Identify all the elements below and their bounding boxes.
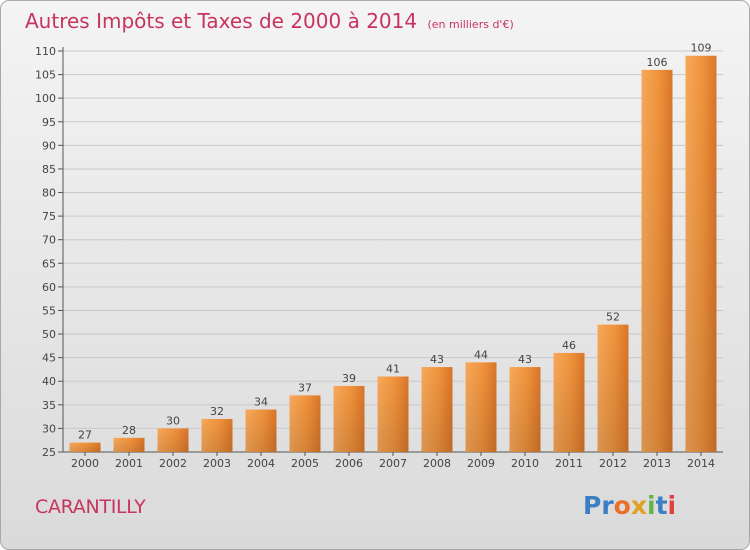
bar-value-label: 39 bbox=[342, 372, 356, 385]
x-tick-label: 2012 bbox=[599, 457, 627, 470]
y-tick-label: 95 bbox=[42, 116, 56, 129]
bar-shade bbox=[289, 395, 321, 452]
y-tick-label: 85 bbox=[42, 163, 56, 176]
bar-value-label: 30 bbox=[166, 414, 180, 427]
bar-value-label: 44 bbox=[474, 348, 488, 361]
bar-shade bbox=[201, 418, 233, 452]
logo-letter: t bbox=[655, 491, 668, 520]
x-tick-label: 2004 bbox=[247, 457, 275, 470]
bar-shade bbox=[333, 385, 365, 452]
bar-value-label: 37 bbox=[298, 381, 312, 394]
y-tick-label: 45 bbox=[42, 352, 56, 365]
x-tick-label: 2001 bbox=[115, 457, 143, 470]
bar-shade bbox=[597, 324, 629, 452]
bars bbox=[69, 55, 717, 452]
y-tick-label: 110 bbox=[35, 45, 56, 58]
bar-value-label: 46 bbox=[562, 339, 576, 352]
x-tick-label: 2011 bbox=[555, 457, 583, 470]
x-tick-label: 2009 bbox=[467, 457, 495, 470]
y-tick-label: 80 bbox=[42, 187, 56, 200]
logo-letter: P bbox=[583, 491, 602, 520]
chart-unit: (en milliers d'€) bbox=[427, 18, 514, 31]
y-tick-label: 105 bbox=[35, 69, 56, 82]
bar-value-label: 28 bbox=[122, 424, 136, 437]
y-tick-label: 60 bbox=[42, 281, 56, 294]
y-tick-label: 40 bbox=[42, 375, 56, 388]
bar-shade bbox=[465, 362, 497, 452]
logo-letter: i bbox=[647, 491, 656, 520]
bar-shade bbox=[377, 376, 409, 452]
y-tick-label: 70 bbox=[42, 234, 56, 247]
x-tick-label: 2013 bbox=[643, 457, 671, 470]
bar-value-label: 34 bbox=[254, 396, 268, 409]
bar-value-label: 27 bbox=[78, 429, 92, 442]
y-tick-label: 90 bbox=[42, 139, 56, 152]
logo-letter: i bbox=[667, 491, 677, 520]
bar-shade bbox=[553, 352, 585, 452]
bar-shade bbox=[685, 55, 717, 452]
x-tick-label: 2002 bbox=[159, 457, 187, 470]
logo-letter: r bbox=[601, 491, 614, 520]
bar-shade bbox=[69, 442, 101, 452]
bar-value-label: 41 bbox=[386, 363, 400, 376]
bar-value-labels: 27 28 30 32 34 37 39 41 43 44 43 46 52 106 109 bbox=[78, 42, 712, 442]
bar-shade bbox=[509, 367, 541, 452]
x-tick-label: 2000 bbox=[71, 457, 99, 470]
x-tick-label: 2010 bbox=[511, 457, 539, 470]
y-tick-label: 35 bbox=[42, 399, 56, 412]
logo-letter: x bbox=[630, 491, 647, 520]
chart-title: Autres Impôts et Taxes de 2000 à 2014 (e… bbox=[25, 9, 514, 33]
x-tick-label: 2008 bbox=[423, 457, 451, 470]
bar-value-label: 106 bbox=[647, 56, 668, 69]
bar-shade bbox=[113, 437, 145, 452]
x-tick-label: 2007 bbox=[379, 457, 407, 470]
y-tick-label: 50 bbox=[42, 328, 56, 341]
proxiti-logo: Proxiti bbox=[583, 491, 676, 520]
x-tick-label: 2006 bbox=[335, 457, 363, 470]
bar-value-label: 43 bbox=[430, 353, 444, 366]
logo-letter: o bbox=[613, 491, 631, 520]
bar-value-label: 43 bbox=[518, 353, 532, 366]
bar-shade bbox=[641, 69, 673, 452]
bar-shade bbox=[421, 367, 453, 452]
chart-title-text: Autres Impôts et Taxes de 2000 à 2014 bbox=[25, 9, 418, 33]
town-name: CARANTILLY bbox=[35, 496, 146, 518]
bar-value-label: 32 bbox=[210, 405, 224, 418]
y-tick-label: 75 bbox=[42, 210, 56, 223]
x-tick-label: 2003 bbox=[203, 457, 231, 470]
y-tick-label: 65 bbox=[42, 257, 56, 270]
y-tick-label: 30 bbox=[42, 422, 56, 435]
bar-value-label: 52 bbox=[606, 311, 620, 324]
y-tick-label: 55 bbox=[42, 304, 56, 317]
y-tick-label: 25 bbox=[42, 446, 56, 459]
bar-value-label: 109 bbox=[691, 42, 712, 55]
bar-shade bbox=[157, 428, 189, 452]
x-tick-label: 2005 bbox=[291, 457, 319, 470]
y-tick-label: 100 bbox=[35, 92, 56, 105]
x-tick-label: 2014 bbox=[687, 457, 715, 470]
bar-shade bbox=[245, 409, 277, 452]
